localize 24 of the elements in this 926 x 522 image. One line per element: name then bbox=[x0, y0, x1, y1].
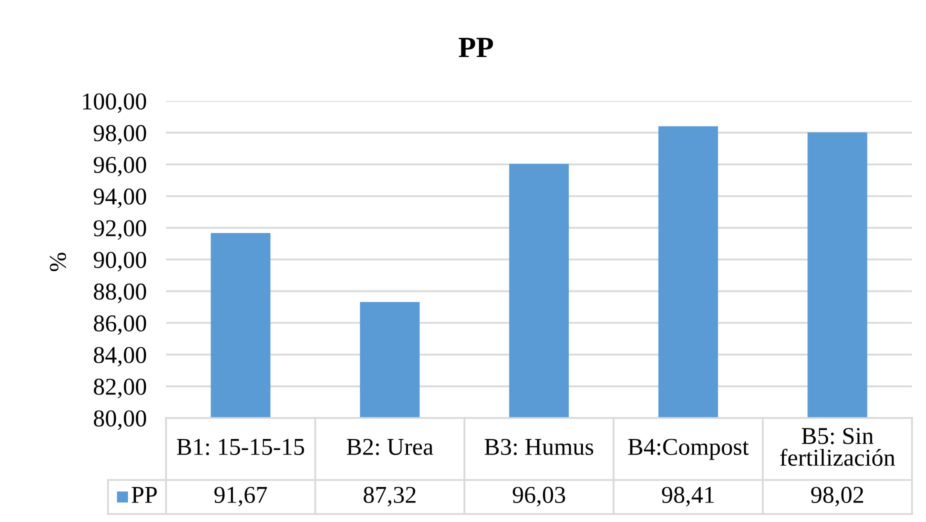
y-tick-label: 84,00 bbox=[94, 346, 146, 367]
x-tick-label: B5: Sin fertilización bbox=[780, 428, 896, 466]
y-tick-label: 90,00 bbox=[94, 252, 146, 272]
y-tick-label: 94,00 bbox=[94, 188, 146, 208]
data-label: 98,41 bbox=[662, 486, 714, 506]
data-label: 98,02 bbox=[811, 486, 864, 506]
data-label: 91,67 bbox=[214, 486, 267, 506]
x-tick-label: B1: 15-15-15 bbox=[176, 438, 304, 456]
data-label: 96,03 bbox=[512, 486, 566, 506]
y-tick-label: 96,00 bbox=[94, 156, 146, 176]
x-tick-label: B2: Urea bbox=[346, 438, 434, 456]
y-tick-label: 100,00 bbox=[83, 93, 146, 114]
data-label: 87,32 bbox=[364, 486, 416, 506]
y-tick-label: 92,00 bbox=[94, 220, 146, 240]
y-tick-label: 86,00 bbox=[94, 315, 146, 335]
chart-title: PP bbox=[458, 38, 493, 58]
y-axis-title: % bbox=[50, 252, 66, 272]
y-tick-label: 80,00 bbox=[94, 410, 146, 430]
legend-label: PP bbox=[132, 487, 157, 503]
y-tick-label: 88,00 bbox=[94, 284, 146, 304]
x-tick-label: B3: Humus bbox=[484, 438, 594, 456]
y-tick-label: 98,00 bbox=[94, 125, 146, 145]
x-tick-label: B4:Compost bbox=[628, 438, 749, 460]
y-tick-label: 82,00 bbox=[94, 378, 146, 398]
